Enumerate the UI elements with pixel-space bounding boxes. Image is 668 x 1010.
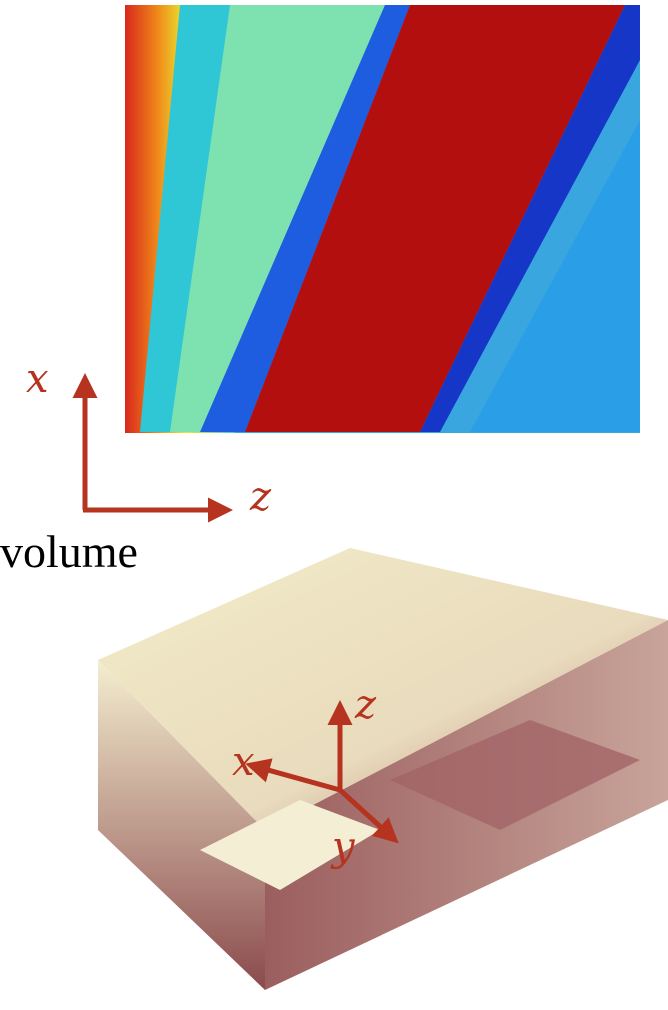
- axis-label: z: [354, 682, 377, 728]
- axis-label: x: [232, 739, 255, 785]
- caption: volume: [0, 526, 138, 577]
- axis-label: z: [249, 474, 272, 520]
- heatmap: [125, 5, 640, 433]
- volume-render: [98, 548, 668, 990]
- figure: x z volume x z y: [0, 0, 668, 1010]
- axis-label: x: [26, 356, 49, 402]
- axis-label: y: [330, 824, 356, 870]
